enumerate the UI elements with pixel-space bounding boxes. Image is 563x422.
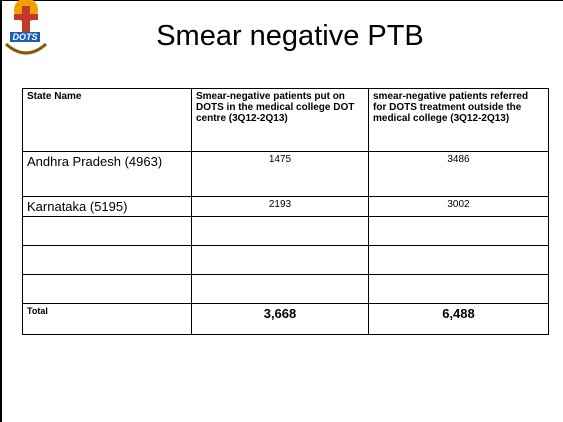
empty-row: [22, 245, 549, 275]
slide-title: Smear negative PTB: [156, 20, 424, 52]
empty-cell: [368, 216, 549, 246]
data-row: Andhra Pradesh (4963) 1475 3486: [22, 151, 549, 197]
total-label: Total: [22, 303, 192, 335]
header-cell: smear-negative patients referred for DOT…: [368, 88, 549, 152]
empty-cell: [368, 245, 549, 275]
header-cell: Smear-negative patients put on DOTS in t…: [191, 88, 369, 152]
value-cell: 3002: [368, 196, 549, 217]
empty-row: [22, 274, 549, 304]
empty-cell: [368, 274, 549, 304]
data-row: Karnataka (5195) 2193 3002: [22, 196, 549, 217]
logo-arc: [4, 42, 48, 55]
data-table: State Name Smear-negative patients put o…: [22, 88, 549, 335]
value-cell: 2193: [191, 196, 369, 217]
logo: DOTS: [4, 0, 48, 55]
value-cell: 1475: [191, 151, 369, 197]
total-row: Total 3,668 6,488: [22, 303, 549, 335]
logo-text: DOTS: [12, 32, 37, 42]
logo-band: [10, 32, 40, 42]
empty-cell: [191, 245, 369, 275]
empty-cell: [191, 216, 369, 246]
logo-arms: [14, 14, 38, 20]
empty-cell: [22, 216, 192, 246]
header-row: State Name Smear-negative patients put o…: [22, 88, 549, 152]
empty-cell: [22, 245, 192, 275]
total-value: 3,668: [191, 303, 369, 335]
empty-cell: [22, 274, 192, 304]
empty-row: [22, 216, 549, 246]
header-cell: State Name: [22, 88, 192, 152]
empty-cell: [191, 274, 369, 304]
state-cell: Andhra Pradesh (4963): [22, 151, 192, 197]
state-cell: Karnataka (5195): [22, 196, 192, 217]
value-cell: 3486: [368, 151, 549, 197]
total-value: 6,488: [368, 303, 549, 335]
